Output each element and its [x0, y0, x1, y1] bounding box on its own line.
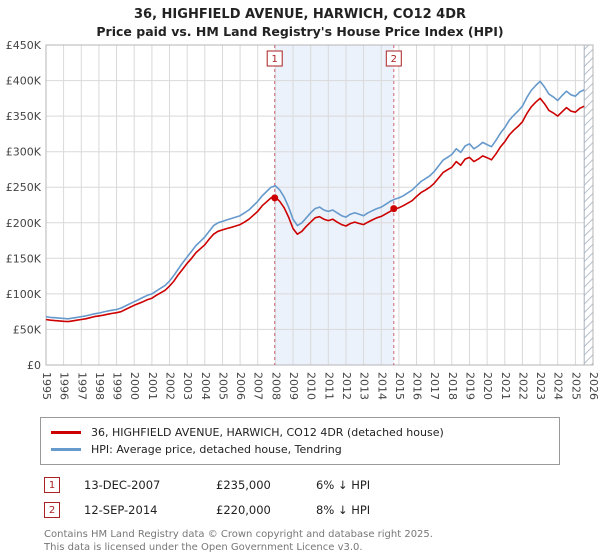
- svg-text:1995: 1995: [40, 372, 53, 400]
- svg-text:2010: 2010: [305, 372, 318, 400]
- svg-text:2: 2: [391, 54, 397, 65]
- svg-text:2005: 2005: [217, 372, 230, 400]
- svg-text:2012: 2012: [340, 372, 353, 400]
- property-line-swatch: [51, 431, 81, 434]
- svg-text:2015: 2015: [393, 372, 406, 400]
- legend-label-hpi: HPI: Average price, detached house, Tend…: [91, 443, 342, 456]
- svg-text:2024: 2024: [552, 372, 565, 400]
- svg-text:1: 1: [272, 54, 278, 65]
- transaction-2-hpi-note: 8% ↓ HPI: [316, 503, 371, 517]
- chart-legend: 36, HIGHFIELD AVENUE, HARWICH, CO12 4DR …: [40, 417, 560, 465]
- price-history-line-chart: 1995 1996 1997 1998 1999 2000 2001 2002 2003 2004…: [6, 39, 600, 400]
- transaction-list: 1 13-DEC-2007 £235,000 6% ↓ HPI 2 12-SEP…: [44, 477, 600, 518]
- svg-text:2011: 2011: [322, 372, 335, 400]
- transaction-row-1: 1 13-DEC-2007 £235,000 6% ↓ HPI: [44, 477, 600, 493]
- svg-text:2014: 2014: [375, 372, 388, 400]
- legend-item-hpi: HPI: Average price, detached house, Tend…: [51, 441, 549, 458]
- svg-text:2022: 2022: [516, 372, 529, 400]
- svg-text:2002: 2002: [164, 372, 177, 400]
- svg-text:2016: 2016: [411, 372, 424, 400]
- svg-text:£400K: £400K: [6, 75, 42, 88]
- svg-text:£350K: £350K: [6, 110, 42, 123]
- svg-text:1996: 1996: [58, 372, 71, 400]
- svg-text:2021: 2021: [499, 372, 512, 400]
- svg-text:2025: 2025: [569, 372, 582, 400]
- transaction-row-2: 2 12-SEP-2014 £220,000 8% ↓ HPI: [44, 502, 600, 518]
- svg-text:2007: 2007: [252, 372, 265, 400]
- svg-text:£300K: £300K: [6, 146, 42, 159]
- transaction-2-price: £220,000: [216, 503, 271, 517]
- svg-text:2018: 2018: [446, 372, 459, 400]
- footer-line-2: This data is licensed under the Open Gov…: [44, 542, 363, 553]
- svg-text:2006: 2006: [234, 372, 247, 400]
- svg-text:1997: 1997: [75, 372, 88, 400]
- page-title: 36, HIGHFIELD AVENUE, HARWICH, CO12 4DR: [134, 7, 466, 22]
- svg-text:£250K: £250K: [6, 181, 42, 194]
- svg-text:2004: 2004: [199, 372, 212, 400]
- transaction-1-marker: 1: [44, 477, 60, 493]
- svg-text:2026: 2026: [587, 372, 600, 400]
- svg-text:2008: 2008: [269, 372, 282, 400]
- transaction-1-price: £235,000: [216, 478, 271, 492]
- license-footer: Contains HM Land Registry data © Crown c…: [44, 528, 600, 554]
- svg-text:2001: 2001: [146, 372, 159, 400]
- legend-label-property: 36, HIGHFIELD AVENUE, HARWICH, CO12 4DR …: [91, 426, 444, 439]
- svg-text:£100K: £100K: [6, 288, 42, 301]
- hpi-line-swatch: [51, 448, 81, 451]
- svg-text:1999: 1999: [111, 372, 124, 400]
- svg-text:£200K: £200K: [6, 217, 42, 230]
- svg-text:2023: 2023: [534, 372, 547, 400]
- svg-text:£50K: £50K: [13, 323, 42, 336]
- legend-item-property: 36, HIGHFIELD AVENUE, HARWICH, CO12 4DR …: [51, 424, 549, 441]
- transaction-1-date: 13-DEC-2007: [84, 478, 161, 492]
- svg-text:2019: 2019: [464, 372, 477, 400]
- page-subtitle: Price paid vs. HM Land Registry's House …: [96, 24, 504, 39]
- svg-text:2013: 2013: [358, 372, 371, 400]
- svg-text:£150K: £150K: [6, 252, 42, 265]
- transaction-2-date: 12-SEP-2014: [84, 503, 158, 517]
- svg-text:2009: 2009: [287, 372, 300, 400]
- footer-line-1: Contains HM Land Registry data © Crown c…: [44, 529, 433, 540]
- transaction-2-marker: 2: [44, 502, 60, 518]
- transaction-1-hpi-note: 6% ↓ HPI: [316, 478, 371, 492]
- svg-text:2003: 2003: [181, 372, 194, 400]
- svg-text:£0: £0: [27, 359, 41, 372]
- svg-text:2000: 2000: [128, 372, 141, 400]
- svg-text:2020: 2020: [481, 372, 494, 400]
- svg-text:£450K: £450K: [6, 39, 42, 52]
- svg-text:2017: 2017: [428, 372, 441, 400]
- svg-text:1998: 1998: [93, 372, 106, 400]
